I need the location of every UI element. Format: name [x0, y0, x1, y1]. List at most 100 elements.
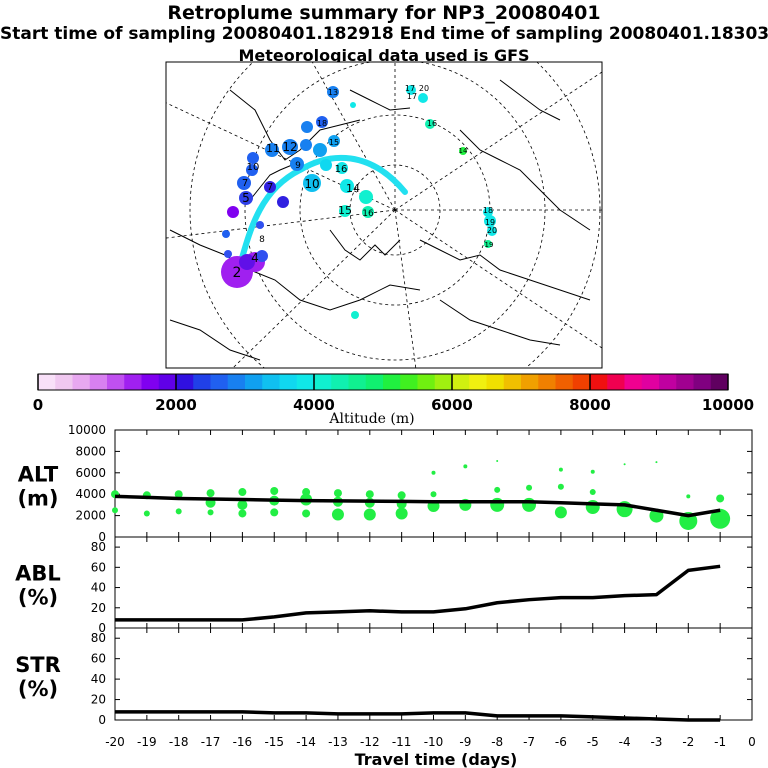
altitude-scatter-point	[302, 509, 311, 518]
sampling-time-line: Start time of sampling 20080401.182918 E…	[0, 24, 768, 44]
x-axis-label: Travel time (days)	[355, 750, 518, 768]
meridian	[311, 62, 396, 211]
time-series-panels: 0200040006000800010000ALT(m)020406080ABL…	[15, 423, 756, 768]
altitude-scatter-point	[363, 508, 376, 521]
plume-cluster	[425, 119, 435, 129]
colorbar-swatch	[486, 374, 505, 390]
plume-age-label: 15	[329, 138, 339, 147]
colorbar-swatch	[383, 374, 401, 390]
plume-age-label: 14	[346, 182, 360, 195]
colorbar-swatch	[607, 374, 625, 390]
plume-age-label: 9	[295, 161, 301, 171]
y-tick-label: 40	[91, 672, 106, 686]
altitude-scatter-point	[174, 490, 183, 499]
x-tick-label: -18	[169, 735, 189, 749]
colorbar-tick-label: 8000	[569, 396, 611, 414]
map-frame	[165, 61, 603, 369]
colorbar-swatch	[296, 374, 315, 390]
altitude-colorbar: 0 2000 4000 6000 8000 10000 Altitude (m)	[33, 373, 754, 427]
plume-cluster	[282, 139, 298, 155]
colorbar-swatch	[676, 374, 694, 390]
y-axis-label: ALT	[18, 463, 59, 487]
plume-cluster	[246, 164, 258, 176]
colorbar-swatch	[227, 374, 246, 390]
x-tick-label: -6	[555, 735, 567, 749]
altitude-scatter-point	[430, 491, 437, 498]
plume-cluster	[350, 102, 356, 108]
y-axis-unit: (%)	[18, 677, 58, 701]
y-tick-label: 10000	[68, 423, 106, 437]
x-tick-label: -16	[233, 735, 253, 749]
x-tick-label: -10	[424, 735, 444, 749]
altitude-scatter-point	[207, 509, 214, 516]
plume-cluster	[224, 250, 232, 258]
x-tick-label: -13	[328, 735, 348, 749]
plume-age-label: 18	[483, 206, 493, 215]
plume-cluster	[418, 93, 428, 103]
plume-age-label: 2	[233, 265, 242, 281]
plume-age-label: 15	[338, 204, 352, 217]
series-line	[114, 494, 721, 518]
coastlines	[169, 79, 591, 361]
x-tick-label: -11	[392, 735, 412, 749]
plume-age-label: 17	[405, 84, 415, 93]
y-tick-label: 20	[91, 693, 106, 707]
plume-cluster	[459, 147, 467, 155]
altitude-scatter-point	[590, 469, 595, 474]
colorbar-swatch	[331, 374, 349, 390]
plume-cluster	[359, 190, 373, 204]
colorbar-tick-label: 0	[33, 396, 43, 414]
altitude-scatter-point	[710, 508, 731, 529]
colorbar-swatch	[262, 374, 280, 390]
colorbar-swatch	[452, 374, 470, 390]
page-title: Retroplume summary for NP3_20080401	[167, 2, 601, 24]
x-tick-label: -2	[682, 735, 694, 749]
altitude-scatter-point	[206, 489, 215, 498]
colorbar-swatch	[38, 374, 56, 390]
plume-cluster	[336, 162, 348, 174]
colorbar-swatch	[141, 374, 160, 390]
coastline	[169, 319, 261, 361]
plume-cluster	[227, 206, 239, 218]
colorbar-swatch	[176, 374, 194, 390]
colorbar-swatch	[107, 374, 125, 390]
colorbar-tick-label: 6000	[431, 396, 473, 414]
altitude-scatter-point	[554, 506, 567, 519]
colorbar-swatch	[469, 374, 487, 390]
x-tick-label: -7	[523, 735, 535, 749]
x-tick-label: -5	[587, 735, 599, 749]
altitude-scatter-point	[397, 491, 406, 500]
plume-age-label: 19	[485, 241, 494, 249]
x-tick-label: -15	[264, 735, 284, 749]
colorbar-swatch	[693, 374, 712, 390]
colorbar-swatch	[710, 374, 729, 390]
y-tick-label: 0	[98, 713, 106, 727]
plume-cluster	[239, 191, 253, 205]
colorbar-swatch	[158, 374, 177, 390]
panel-frame	[114, 536, 753, 629]
altitude-scatter-point	[655, 461, 658, 464]
altitude-scatter-point	[175, 508, 182, 515]
plume-cluster	[362, 206, 374, 218]
plume-cluster	[222, 230, 230, 238]
plume-cluster	[277, 196, 289, 208]
y-tick-label: 60	[91, 652, 106, 666]
x-tick-label: -14	[296, 735, 316, 749]
colorbar-swatch	[245, 374, 263, 390]
y-tick-label: 2000	[75, 509, 106, 523]
plume-cluster	[327, 86, 339, 98]
altitude-scatter-point	[526, 484, 533, 491]
altitude-scatter-point	[589, 489, 596, 496]
meridian	[394, 209, 417, 368]
panel-str: 0 20 40 60 80 STR(%)	[15, 627, 753, 727]
y-axis-label: STR	[15, 653, 61, 677]
altitude-scatter-point	[557, 483, 564, 490]
plume-age-label: 12	[282, 140, 297, 154]
plume-age-label: 20	[487, 226, 497, 235]
plume-age-label: 7	[267, 182, 273, 193]
plume-age-label: 10	[304, 177, 319, 191]
colorbar-swatch	[72, 374, 91, 390]
colorbar-swatch	[590, 374, 608, 390]
plume-cluster	[483, 207, 493, 217]
